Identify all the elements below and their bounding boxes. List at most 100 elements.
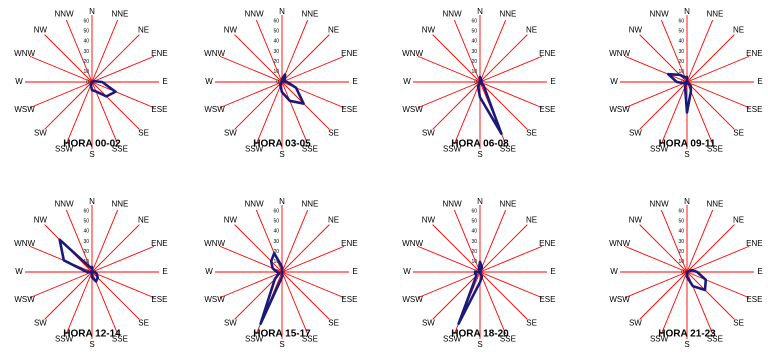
spoke-ssw bbox=[660, 271, 688, 335]
data-point-sw bbox=[279, 82, 282, 85]
radial-tick-label: 20 bbox=[471, 59, 477, 65]
direction-label-ese: ESE bbox=[746, 295, 762, 304]
direction-label-ene: ENE bbox=[539, 239, 555, 248]
wind-rose-7: 6050403020100NNNENEENEEESESESSESSSWSWWSW… bbox=[402, 197, 556, 349]
spoke-nne bbox=[281, 19, 309, 83]
direction-label-sse: SSE bbox=[112, 335, 128, 344]
chart-title: HORA 09-11 bbox=[659, 139, 716, 150]
spoke-sse bbox=[281, 271, 309, 335]
spoke-ese bbox=[686, 271, 750, 299]
data-point-se bbox=[105, 95, 108, 98]
spoke-sse bbox=[281, 81, 309, 145]
direction-label-wnw: WNW bbox=[204, 239, 225, 248]
radial-tick-label: 10 bbox=[273, 69, 279, 75]
radial-tick-label: 30 bbox=[471, 49, 477, 55]
spoke-wnw bbox=[417, 55, 481, 83]
direction-label-ssw: SSW bbox=[245, 335, 264, 344]
radial-tick-label: 0 bbox=[86, 79, 89, 85]
series-polygon bbox=[666, 72, 693, 114]
spoke-sw bbox=[639, 271, 688, 320]
radial-tick-label: 60 bbox=[83, 18, 89, 24]
radial-tick-label: 50 bbox=[83, 218, 89, 224]
radial-tick-label: 10 bbox=[471, 69, 477, 75]
direction-label-sw: SW bbox=[629, 129, 642, 138]
spoke-wsw bbox=[417, 271, 481, 299]
spoke-ne bbox=[91, 34, 140, 83]
spoke-wnw bbox=[29, 245, 93, 273]
direction-label-nne: NNE bbox=[301, 200, 318, 209]
spoke-se bbox=[91, 81, 140, 130]
spoke-se bbox=[479, 81, 528, 130]
spoke-wnw bbox=[219, 55, 283, 83]
data-point-ese bbox=[114, 90, 117, 93]
direction-label-sse: SSE bbox=[112, 145, 128, 154]
spoke-wnw bbox=[417, 245, 481, 273]
direction-label-wnw: WNW bbox=[204, 49, 225, 58]
spoke-nnw bbox=[255, 19, 283, 83]
direction-label-ssw: SSW bbox=[55, 145, 74, 154]
direction-label-ne: NE bbox=[138, 26, 149, 35]
direction-label-nne: NNE bbox=[706, 10, 723, 19]
direction-label-se: SE bbox=[526, 319, 537, 328]
chart-title: HORA 21-23 bbox=[658, 329, 716, 340]
radial-tick-label: 40 bbox=[83, 229, 89, 235]
data-point-sw bbox=[475, 274, 478, 277]
direction-label-nne: NNE bbox=[499, 200, 516, 209]
radial-tick-label: 60 bbox=[471, 18, 477, 24]
direction-label-n: N bbox=[477, 197, 483, 206]
data-point-nw bbox=[270, 260, 273, 263]
spoke-wsw bbox=[219, 81, 283, 109]
radial-tick-label: 30 bbox=[273, 49, 279, 55]
radial-tick-label: 0 bbox=[474, 79, 477, 85]
spoke-sse bbox=[479, 271, 507, 335]
spoke-ssw bbox=[65, 271, 93, 335]
data-point-nnw bbox=[89, 266, 91, 269]
direction-label-wsw: WSW bbox=[14, 295, 35, 304]
direction-label-nne: NNE bbox=[301, 10, 318, 19]
data-point-wnw bbox=[271, 267, 274, 269]
data-point-wnw bbox=[667, 73, 670, 76]
spoke-ene bbox=[686, 245, 750, 273]
direction-label-wnw: WNW bbox=[14, 239, 35, 248]
data-point-sse bbox=[95, 90, 97, 93]
data-point-sse bbox=[692, 285, 694, 287]
spoke-nnw bbox=[660, 19, 688, 83]
direction-label-n: N bbox=[684, 7, 690, 16]
data-point-wnw bbox=[63, 259, 65, 262]
radial-tick-label: 40 bbox=[471, 229, 477, 235]
direction-label-ne: NE bbox=[328, 216, 339, 225]
direction-label-sw: SW bbox=[224, 319, 237, 328]
direction-label-nw: NW bbox=[224, 26, 238, 35]
direction-label-sw: SW bbox=[422, 319, 435, 328]
radial-tick-label: 40 bbox=[678, 39, 684, 45]
wind-rose-1: 60 50 40 30 20 10 0 N NNE NE ENE E ESE SE SSE S SSW SW WSW… bbox=[14, 7, 168, 159]
direction-label-nw: NW bbox=[34, 216, 48, 225]
data-point-ssw bbox=[457, 322, 460, 325]
spoke-ene bbox=[281, 55, 345, 83]
direction-label-ene: ENE bbox=[151, 49, 167, 58]
data-point-se bbox=[96, 276, 99, 279]
radial-tick-label: 30 bbox=[83, 49, 89, 55]
spoke-ene bbox=[91, 55, 155, 83]
direction-label-ene: ENE bbox=[341, 49, 357, 58]
direction-label-ssw: SSW bbox=[443, 335, 462, 344]
direction-label-nnw: NNW bbox=[650, 10, 670, 19]
spoke-nw bbox=[432, 34, 481, 83]
direction-label-e: E bbox=[757, 267, 762, 276]
radial-tick-label: 20 bbox=[678, 59, 684, 65]
data-point-nne bbox=[480, 78, 482, 80]
data-point-wsw bbox=[683, 82, 685, 84]
spoke-nw bbox=[432, 224, 481, 273]
radial-tick-label: 20 bbox=[83, 59, 89, 65]
data-point-ene bbox=[283, 80, 285, 83]
data-point-nnw bbox=[479, 81, 481, 83]
direction-label-n: N bbox=[89, 197, 95, 206]
series-polygon bbox=[457, 260, 484, 325]
data-point-se bbox=[704, 289, 706, 291]
spoke-ese bbox=[479, 271, 543, 299]
spoke-se bbox=[281, 271, 330, 320]
direction-label-se: SE bbox=[328, 319, 339, 328]
direction-label-w: W bbox=[15, 267, 23, 276]
data-point-ssw bbox=[90, 84, 92, 86]
radial-tick-label: 20 bbox=[471, 249, 477, 255]
